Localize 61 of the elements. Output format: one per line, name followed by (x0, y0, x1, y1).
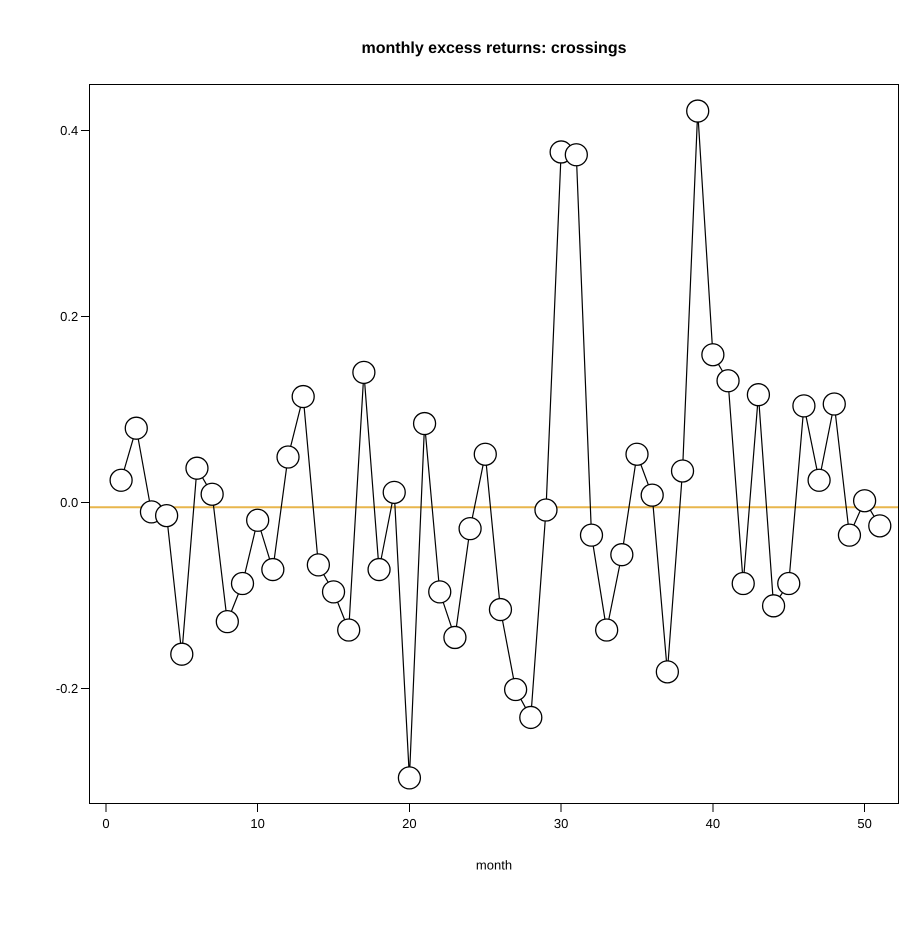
point (276, 445, 300, 469)
point (230, 572, 254, 596)
point (428, 580, 452, 604)
point (746, 383, 770, 406)
point (367, 558, 391, 582)
point (337, 618, 360, 642)
chart-title: monthly excess returns: crossings (362, 40, 627, 58)
point (443, 626, 467, 650)
point (777, 572, 800, 596)
point (306, 553, 330, 577)
x-tick-label: 20 (402, 816, 417, 831)
point (716, 369, 740, 392)
point (292, 384, 315, 408)
point (595, 618, 618, 642)
point (519, 706, 542, 730)
point (656, 660, 680, 684)
point (564, 143, 588, 166)
point (154, 504, 178, 528)
point (200, 482, 224, 506)
point (580, 524, 604, 547)
point (625, 442, 649, 466)
point (670, 459, 694, 483)
point (822, 392, 846, 416)
x-tick-label: 0 (102, 816, 110, 831)
point (686, 99, 710, 123)
x-tick-label: 50 (857, 816, 872, 831)
point (488, 598, 512, 622)
y-tick-label: 0.2 (60, 309, 78, 324)
y-tick-label: -0.2 (56, 681, 78, 696)
point (322, 580, 346, 604)
point (762, 594, 786, 618)
point (261, 558, 284, 582)
point (868, 514, 892, 538)
point (640, 484, 664, 507)
y-tick-label: 0.0 (60, 495, 78, 510)
point (216, 610, 239, 634)
x-axis-title: month (476, 857, 512, 872)
point (109, 468, 133, 492)
point (352, 360, 376, 384)
point (838, 524, 862, 547)
point (246, 508, 270, 532)
point (458, 516, 482, 540)
x-tick-label: 40 (706, 816, 720, 831)
point (474, 442, 497, 466)
point (504, 678, 528, 702)
point (732, 572, 755, 596)
point (412, 412, 436, 436)
point (398, 766, 422, 790)
point (852, 489, 876, 512)
point (124, 416, 148, 440)
point (170, 642, 194, 666)
x-tick-label: 30 (554, 816, 568, 831)
y-tick-label: 0.4 (60, 123, 78, 138)
point (382, 480, 406, 504)
point (185, 456, 209, 480)
point (807, 468, 831, 492)
point (792, 394, 816, 418)
point (610, 543, 634, 566)
point (534, 498, 558, 522)
x-tick-label: 10 (250, 816, 265, 831)
point (701, 343, 725, 366)
